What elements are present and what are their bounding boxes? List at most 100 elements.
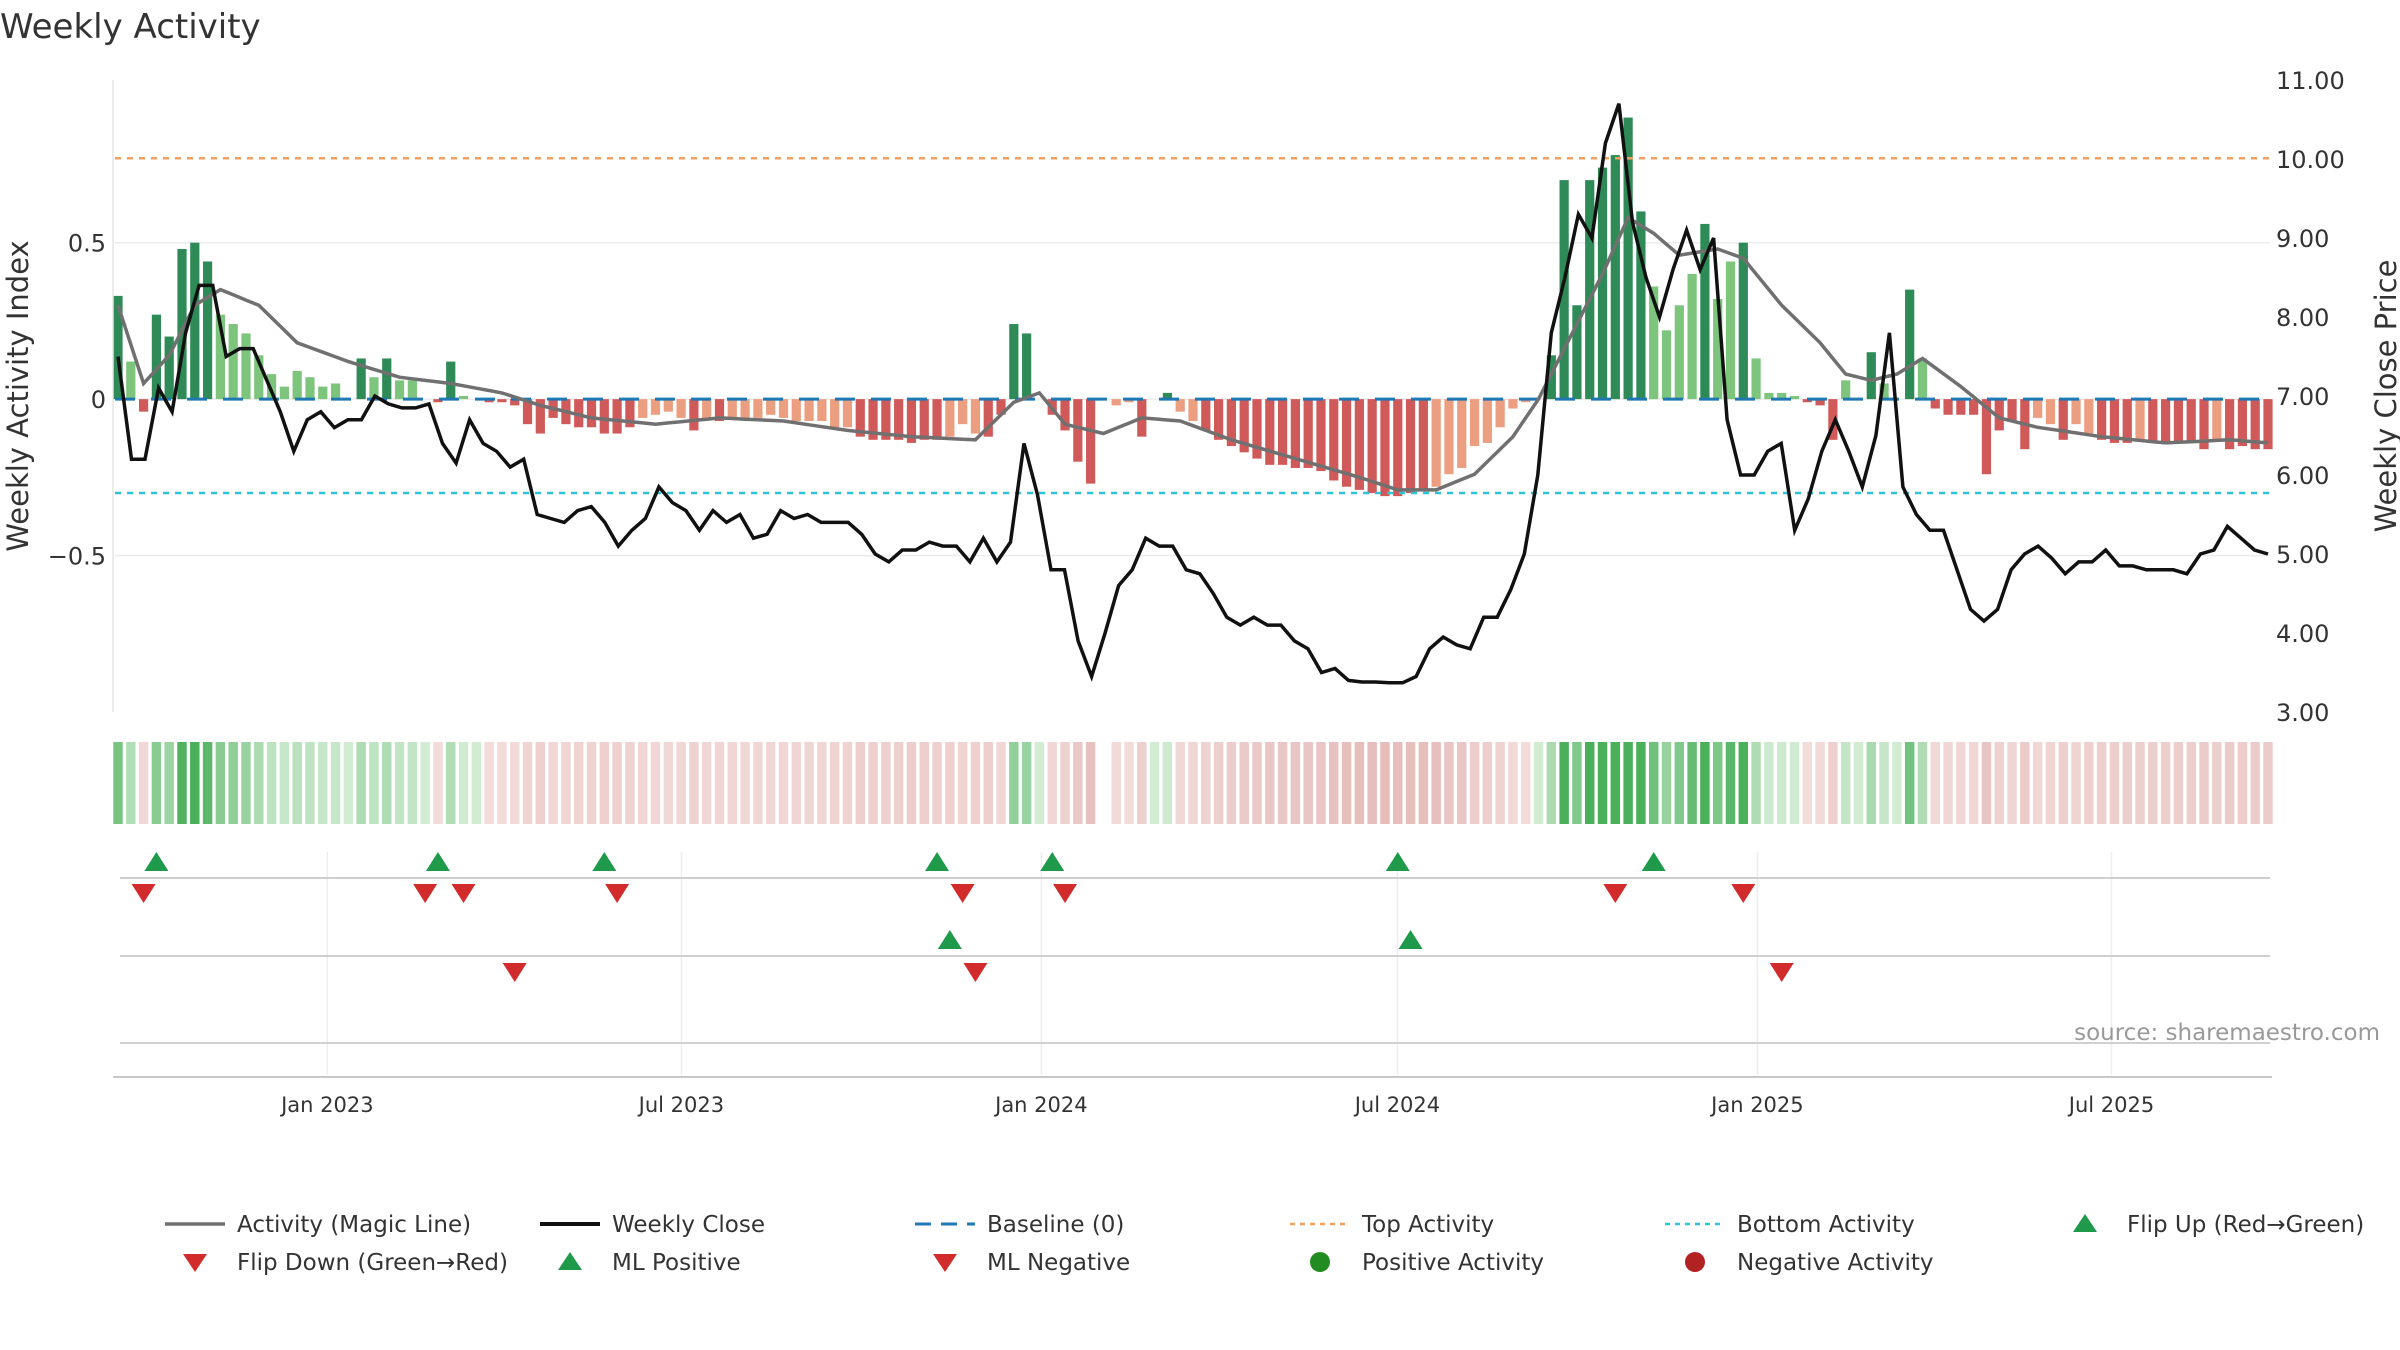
activity-bar — [1815, 399, 1825, 406]
x-tick-label: Jan 2024 — [993, 1093, 1088, 1117]
activity-bars — [113, 117, 2273, 497]
heat-cell — [893, 742, 904, 824]
activity-bar — [1623, 117, 1633, 400]
activity-bar — [2250, 399, 2260, 450]
heat-cell — [1137, 742, 1147, 824]
activity-bar — [970, 399, 981, 434]
heat-cell — [1060, 742, 1070, 824]
activity-bar — [612, 399, 622, 434]
heat-cell — [228, 742, 238, 824]
heat-cell — [689, 742, 699, 824]
activity-bar — [369, 377, 379, 400]
heat-cell — [1943, 742, 1953, 824]
legend-label: Negative Activity — [1737, 1250, 1934, 1276]
activity-bar — [1841, 380, 1851, 400]
heat-cell — [202, 742, 213, 824]
heat-cell — [164, 742, 174, 824]
activity-bar — [1469, 399, 1480, 447]
heat-cell — [1546, 742, 1557, 824]
activity-bar — [1495, 399, 1505, 428]
activity-bar — [996, 399, 1006, 415]
left-tick-label: −0.5 — [48, 543, 106, 571]
ml-positive-marker — [1398, 930, 1423, 949]
heat-cell — [1405, 742, 1416, 824]
activity-bar — [1661, 330, 1672, 400]
heat-cell — [2212, 742, 2222, 824]
activity-bar — [1188, 399, 1198, 422]
activity-bar — [804, 399, 814, 422]
heat-cell — [919, 742, 929, 824]
heat-cell — [1124, 742, 1134, 824]
activity-bar — [190, 242, 200, 400]
heat-cell — [2263, 742, 2273, 824]
heat-cell — [292, 742, 302, 824]
heat-cell — [1764, 742, 1774, 824]
heat-cell — [573, 742, 584, 824]
activity-bar — [906, 399, 917, 443]
activity-bar — [945, 399, 955, 437]
activity-bar — [1930, 399, 1940, 409]
heat-cell — [791, 742, 802, 824]
heat-cell — [254, 742, 264, 824]
heat-cell — [1828, 742, 1838, 824]
activity-bar — [1994, 399, 2004, 431]
activity-bar — [279, 386, 289, 400]
heat-cell — [599, 742, 610, 824]
heat-cell — [855, 742, 865, 824]
activity-bar — [1277, 399, 1288, 465]
activity-bar — [650, 399, 661, 415]
heat-cell — [2148, 742, 2158, 824]
activity-bar — [1917, 358, 1928, 400]
heat-cell — [2058, 742, 2068, 824]
signal-panel-grid — [113, 852, 2272, 1078]
heat-cell — [471, 742, 482, 824]
heat-cell — [676, 742, 686, 824]
heat-cell — [458, 742, 469, 824]
heat-cell — [1572, 742, 1582, 824]
heat-cell — [394, 742, 405, 824]
ml-negative-marker — [963, 963, 988, 982]
heat-cell — [932, 742, 942, 824]
heat-cell — [2045, 742, 2056, 824]
heat-cell — [382, 742, 392, 824]
activity-bar — [1610, 155, 1620, 400]
legend: Activity (Magic Line) Weekly Close Baselin… — [165, 1212, 2364, 1276]
activity-bar — [1738, 242, 1748, 400]
heat-cell — [1290, 742, 1301, 824]
heat-cell — [1610, 742, 1621, 824]
heat-cell — [1533, 742, 1544, 824]
x-tick-label: Jul 2025 — [2067, 1093, 2154, 1117]
activity-bar — [446, 361, 456, 400]
heat-cell — [970, 742, 981, 824]
activity-bar — [535, 399, 545, 434]
heat-cell — [1495, 742, 1505, 824]
activity-bar — [2109, 399, 2120, 443]
legend-swatch — [183, 1254, 207, 1272]
activity-bar — [2084, 399, 2094, 434]
right-tick-label: 8.00 — [2276, 304, 2329, 332]
activity-bar — [1764, 392, 1774, 400]
heat-cell — [1802, 742, 1813, 824]
legend-label: ML Positive — [612, 1250, 741, 1276]
activity-bar — [126, 361, 136, 400]
activity-bar — [266, 374, 277, 400]
activity-bar — [1751, 358, 1761, 400]
activity-bar — [215, 314, 225, 400]
heat-cell — [446, 742, 456, 824]
activity-bar — [1405, 399, 1416, 493]
right-tick-label: 11.00 — [2276, 67, 2345, 95]
activity-bar — [1879, 383, 1889, 400]
heat-cell — [1188, 742, 1198, 824]
activity-bar — [2199, 399, 2209, 450]
heat-cell — [1213, 742, 1224, 824]
flip-down-marker — [950, 884, 975, 903]
heat-cell — [778, 742, 789, 824]
heat-cell — [151, 742, 162, 824]
heat-cell — [266, 742, 277, 824]
heat-cell — [1584, 742, 1595, 824]
activity-bar — [868, 399, 878, 440]
heat-cell — [1034, 742, 1045, 824]
heat-cell — [369, 742, 379, 824]
activity-bar — [2186, 399, 2196, 443]
